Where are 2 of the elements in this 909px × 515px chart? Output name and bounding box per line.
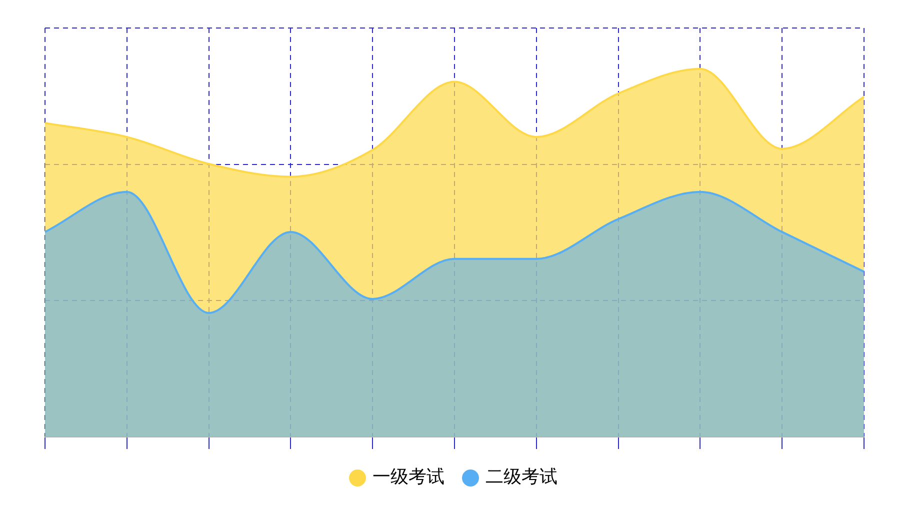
legend-label: 一级考试: [372, 466, 444, 488]
legend-label: 二级考试: [486, 466, 558, 488]
